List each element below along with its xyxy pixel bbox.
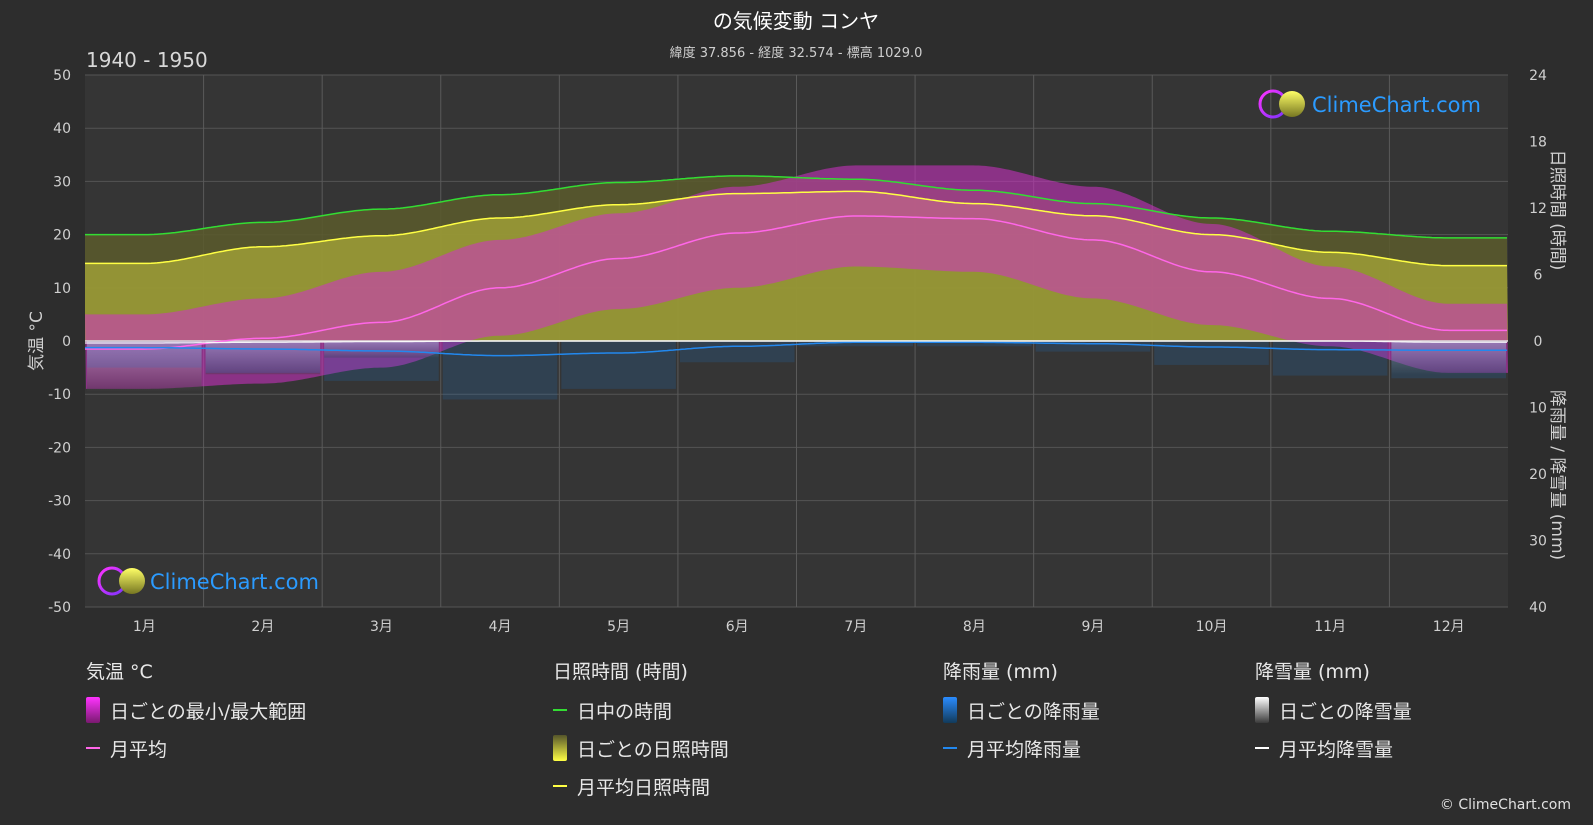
legend-label: 日ごとの最小/最大範囲 — [110, 700, 307, 723]
copyright: © ClimeChart.com — [1439, 797, 1571, 813]
y-right-top-tick-label: 12 — [1529, 201, 1547, 217]
legend-sunshine: 日照時間 (時間) 日中の時間 日ごとの日照時間 月平均日照時間 — [553, 660, 729, 812]
rain-bar — [442, 341, 558, 400]
rain-bar — [1272, 341, 1388, 376]
y-left-tick-label: -20 — [48, 440, 71, 456]
legend-rain: 降雨量 (mm) 日ごとの降雨量 月平均降雨量 — [943, 660, 1100, 774]
y-axis-right-top-title: 日照時間 (時間) — [1547, 150, 1567, 271]
rain-bar — [87, 341, 202, 368]
y-left-tick-label: 10 — [53, 281, 71, 297]
logo-bottom: ClimeChart.com — [97, 566, 319, 596]
rain-bar — [679, 341, 795, 363]
y-right-top-tick-label: 18 — [1529, 135, 1547, 151]
rain-avg-swatch — [943, 747, 957, 749]
legend-temperature: 気温 °C 日ごとの最小/最大範囲 月平均 — [86, 660, 306, 774]
logo-top: ClimeChart.com — [1258, 89, 1481, 119]
temp-avg-swatch — [86, 747, 100, 749]
x-tick-label: 8月 — [963, 619, 986, 635]
x-tick-label: 5月 — [607, 619, 630, 635]
daylight-swatch — [553, 709, 567, 711]
snow-bar — [205, 341, 321, 375]
daylight-line — [85, 175, 1507, 239]
rain-bar — [1035, 341, 1151, 352]
rain-bar — [1154, 341, 1269, 365]
snow-bar — [1391, 341, 1506, 375]
y-left-tick-label: 20 — [53, 228, 71, 244]
legend-label: 月平均日照時間 — [577, 776, 711, 799]
x-tick-label: 12月 — [1433, 619, 1465, 635]
chart-marks — [85, 165, 1508, 400]
y-right-top-tick-label: 0 — [1534, 334, 1543, 350]
rain-avg-line — [85, 341, 1507, 357]
chart-subtitle: 緯度 37.856 - 経度 32.574 - 標高 1029.0 — [670, 45, 923, 61]
y-left-tick-label: -50 — [48, 600, 71, 616]
y-right-top-tick-label: 6 — [1534, 268, 1543, 284]
rain-bar — [561, 341, 676, 389]
y-right-bottom-tick-label: 30 — [1529, 534, 1547, 550]
temp-avg-line — [85, 215, 1507, 350]
x-tick-label: 4月 — [489, 619, 512, 635]
x-tick-label: 9月 — [1081, 619, 1104, 635]
temp-range-swatch — [86, 697, 100, 723]
y-left-tick-label: 50 — [53, 68, 71, 84]
legend-heading: 降雨量 (mm) — [943, 661, 1058, 683]
legend-heading: 気温 °C — [86, 661, 153, 683]
snow-avg-swatch — [1255, 747, 1269, 749]
legend-heading: 日照時間 (時間) — [553, 661, 688, 683]
y-left-tick-label: -30 — [48, 494, 71, 510]
logo-sun-icon — [1279, 91, 1305, 117]
y-left-tick-label: -10 — [48, 387, 71, 403]
x-tick-label: 11月 — [1314, 619, 1346, 635]
x-tick-label: 3月 — [370, 619, 393, 635]
legend-label: 日ごとの日照時間 — [577, 738, 729, 761]
snow-bar — [324, 341, 439, 358]
y-axis-left-title: 気温 °C — [27, 311, 47, 371]
legend-label: 日中の時間 — [577, 700, 673, 723]
y-axis-right-bottom-title: 降雨量 / 降雪量 (mm) — [1547, 390, 1567, 560]
rain-bar — [798, 341, 914, 347]
temp-range-band — [85, 165, 1508, 389]
sunshine-avg-line — [85, 190, 1507, 267]
legend-label: 月平均降雨量 — [967, 738, 1082, 761]
rain-bar — [205, 341, 321, 373]
period-label: 1940 - 1950 — [86, 48, 208, 72]
rain-bar — [1391, 341, 1506, 379]
y-right-bottom-tick-label: 10 — [1529, 401, 1547, 417]
legend-heading: 降雪量 (mm) — [1255, 661, 1370, 683]
logo-text: ClimeChart.com — [1312, 93, 1481, 117]
snow-swatch — [1255, 697, 1269, 723]
y-right-bottom-tick-label: 20 — [1529, 467, 1547, 483]
legend-label: 月平均 — [110, 738, 168, 761]
y-left-tick-label: 40 — [53, 121, 71, 137]
y-right-bottom-tick-label: 40 — [1529, 600, 1547, 616]
logo-text: ClimeChart.com — [150, 570, 319, 594]
chart-title: の気候変動 コンヤ — [713, 9, 879, 33]
y-right-top-tick-label: 24 — [1529, 68, 1547, 84]
x-tick-label: 1月 — [133, 619, 156, 635]
x-tick-label: 6月 — [726, 619, 749, 635]
legend-label: 日ごとの降雪量 — [1279, 700, 1412, 723]
rain-bar — [917, 341, 1032, 347]
y-left-tick-label: 30 — [53, 174, 71, 190]
x-tick-label: 7月 — [844, 619, 867, 635]
axes: 50 40 30 20 10 0 -10 -20 -30 -40 -50 24 18 12 6 0 10 20 30… — [48, 68, 1547, 635]
rain-bar — [324, 341, 439, 381]
legend-label: 日ごとの降雨量 — [967, 700, 1100, 723]
sunshine-avg-swatch — [553, 785, 567, 787]
x-tick-label: 10月 — [1196, 619, 1228, 635]
rain-swatch — [943, 697, 957, 723]
y-left-tick-label: -40 — [48, 547, 71, 563]
snow-avg-line — [85, 340, 1507, 344]
logo-sun-icon — [119, 568, 145, 594]
legend-label: 月平均降雪量 — [1279, 738, 1394, 761]
legend-snow: 降雪量 (mm) 日ごとの降雪量 月平均降雪量 — [1255, 660, 1412, 774]
sunshine-swatch — [553, 735, 567, 761]
y-left-tick-label: 0 — [62, 334, 71, 350]
x-tick-label: 2月 — [251, 619, 274, 635]
